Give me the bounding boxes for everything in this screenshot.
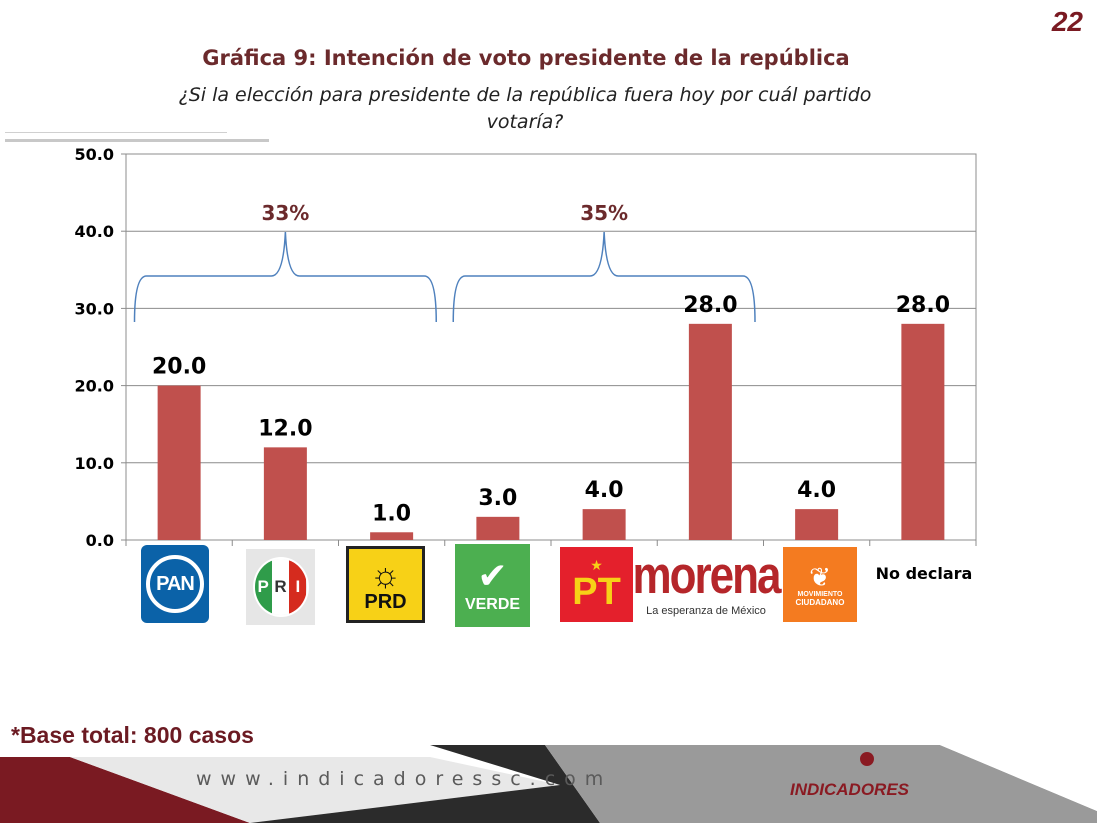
plot-area xyxy=(125,153,977,541)
bar xyxy=(370,532,414,540)
pt-logo: ★ PT xyxy=(560,547,633,622)
indicadores-logo-icon xyxy=(860,752,874,766)
chart-title: Gráfica 9: Intención de voto presidente … xyxy=(202,46,850,70)
pri-logo: P R I xyxy=(246,549,315,625)
pan-logo-text: PAN xyxy=(156,572,195,595)
verde-logo: ✔ VERDE xyxy=(455,544,530,627)
pri-letter-r: R xyxy=(274,577,287,596)
footer-url: www.indicadoressc.com xyxy=(196,768,613,790)
data-label: 28.0 xyxy=(896,293,950,318)
group-bracket xyxy=(452,231,756,323)
data-label: 4.0 xyxy=(585,478,624,503)
bar xyxy=(263,447,307,540)
data-label: 1.0 xyxy=(372,501,411,526)
morena-logo: morena La esperanza de México xyxy=(633,545,782,625)
data-label: 3.0 xyxy=(478,486,517,511)
bar xyxy=(157,385,201,540)
bar xyxy=(476,516,520,540)
y-tick-label: 0.0 xyxy=(86,531,114,550)
mc-logo: ❦ MOVIMIENTO CIUDADANO xyxy=(783,547,857,622)
footer-band xyxy=(0,745,1097,823)
data-label: 4.0 xyxy=(797,478,836,503)
eagle-icon: ❦ xyxy=(809,561,831,592)
star-icon: ★ xyxy=(590,556,603,573)
y-tick-label: 20.0 xyxy=(75,377,114,396)
footer-brand: INDICADORES xyxy=(790,780,910,799)
group-bracket xyxy=(133,231,437,323)
decorative-line-top xyxy=(5,132,227,133)
mc-logo-text-line2: CIUDADANO xyxy=(795,597,845,607)
prd-logo-text: PRD xyxy=(364,590,407,613)
data-label: 20.0 xyxy=(152,355,206,380)
bar xyxy=(582,509,626,540)
data-label: 28.0 xyxy=(683,293,737,318)
group-total-label: 35% xyxy=(580,201,628,225)
verde-logo-text: VERDE xyxy=(464,595,521,613)
pri-letter-i: I xyxy=(295,577,301,596)
chart-subtitle: ¿Si la elección para presidente de la re… xyxy=(178,84,872,133)
toucan-icon: ✔ xyxy=(477,555,508,597)
group-total-label: 33% xyxy=(261,201,309,225)
page-number: 22 xyxy=(1051,6,1083,37)
sun-icon: ☼ xyxy=(369,555,402,594)
decorative-line-bottom xyxy=(5,139,269,142)
bar-chart: 0.0 10.0 20.0 30.0 40.0 50.0 20.0 12.0 1.0 3.0 4.0… xyxy=(75,145,977,550)
y-tick-label: 30.0 xyxy=(75,299,114,318)
y-tick-label: 50.0 xyxy=(75,145,114,164)
morena-tagline: La esperanza de México xyxy=(646,605,766,617)
data-label: 12.0 xyxy=(258,416,312,441)
mc-logo-text-line1: MOVIMIENTO xyxy=(797,590,843,598)
category-label-no-declara: No declara xyxy=(875,564,973,583)
base-note: *Base total: 800 casos xyxy=(11,722,254,748)
bar xyxy=(901,323,945,540)
pan-logo: PAN xyxy=(141,545,209,623)
bar xyxy=(688,323,732,540)
morena-logo-text: morena xyxy=(632,546,782,605)
y-tick-label: 10.0 xyxy=(75,454,114,473)
y-tick-label: 40.0 xyxy=(75,222,114,241)
pri-letter-p: P xyxy=(257,577,269,596)
pt-logo-text: PT xyxy=(572,570,621,613)
prd-logo: ☼ PRD xyxy=(346,546,425,623)
bar xyxy=(795,509,839,540)
